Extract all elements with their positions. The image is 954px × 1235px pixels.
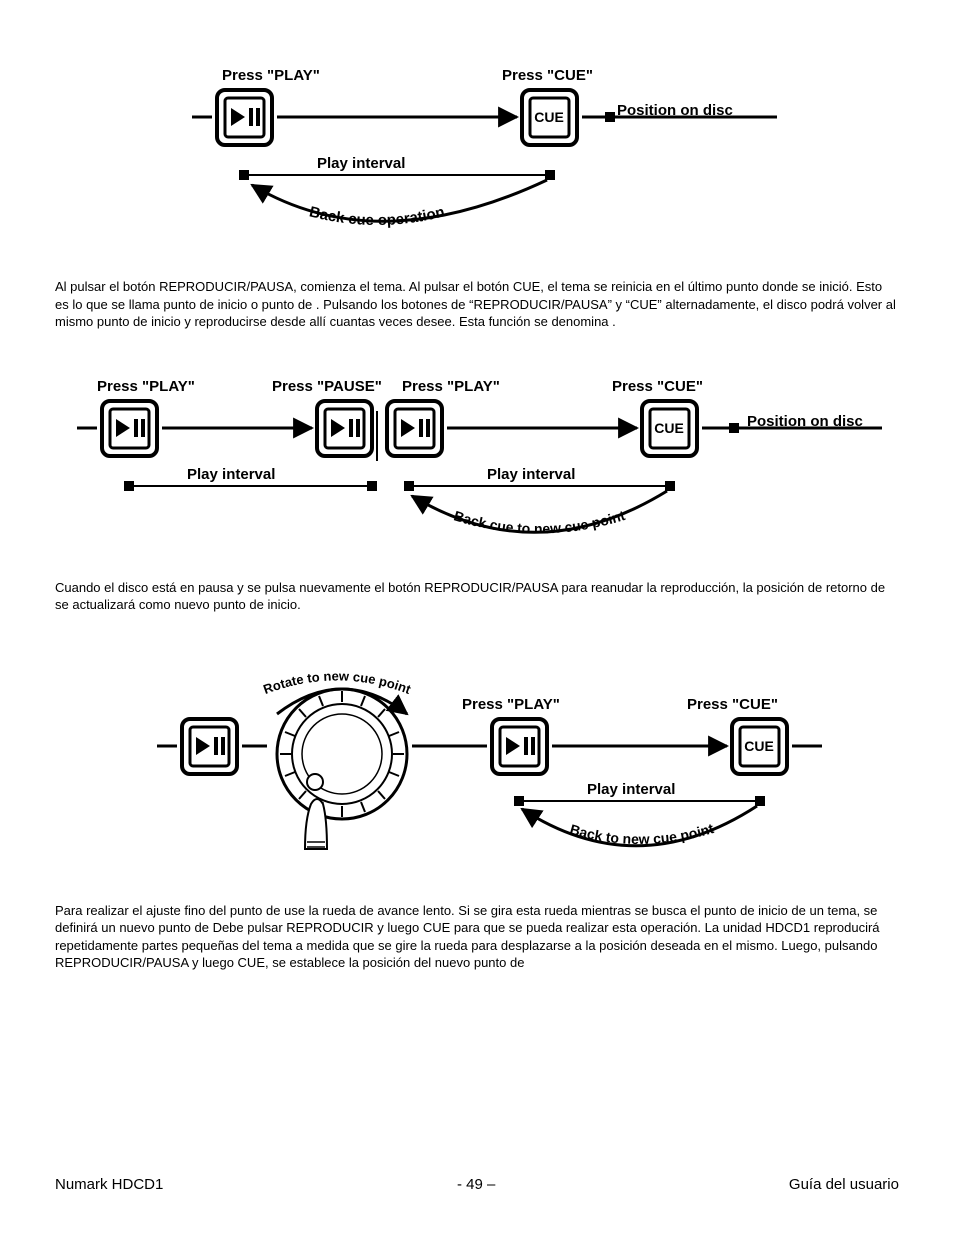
label-press-cue: Press "CUE" (502, 67, 593, 84)
label-press-pause: Press "PAUSE" (272, 378, 382, 395)
svg-text:CUE: CUE (744, 738, 774, 754)
label-play-interval: Play interval (317, 155, 405, 172)
label-press-play: Press "PLAY" (97, 378, 195, 395)
label-play-interval: Play interval (187, 466, 275, 483)
svg-text:CUE: CUE (654, 420, 684, 436)
footer: Numark HDCD1 - 49 – Guía del usuario (55, 1175, 899, 1195)
pause-button-icon (317, 401, 372, 456)
label-play-interval: Play interval (487, 466, 575, 483)
label-back-to-new: Back to new cue point (568, 820, 716, 847)
play-button-icon (387, 401, 442, 456)
cue-button-icon: CUE (732, 719, 787, 774)
svg-text:CUE: CUE (534, 109, 564, 125)
label-back-cue-new: Back cue to new cue point (452, 507, 627, 537)
label-play-interval: Play interval (587, 781, 675, 798)
diagram-basic-cue: Press "PLAY" Press "CUE" Position on dis… (157, 60, 797, 260)
diagram-new-cue-point: Press "PLAY" Press "PAUSE" Press "PLAY" … (67, 371, 887, 561)
cue-button-icon: CUE (522, 90, 577, 145)
label-press-play: Press "PLAY" (462, 696, 560, 713)
label-press-play: Press "PLAY" (222, 67, 320, 84)
footer-right: Guía del usuario (789, 1175, 899, 1195)
jog-wheel-icon (277, 689, 407, 849)
paragraph-1: Al pulsar el botón REPRODUCIR/PAUSA, com… (55, 278, 899, 331)
cue-button-icon: CUE (642, 401, 697, 456)
label-press-cue: Press "CUE" (687, 696, 778, 713)
play-button-icon (492, 719, 547, 774)
paragraph-3: Para realizar el ajuste fino del punto d… (55, 902, 899, 972)
paragraph-2: Cuando el disco está en pausa y se pulsa… (55, 579, 899, 614)
play-button-icon (102, 401, 157, 456)
label-back-cue-operation: Back cue operation (308, 203, 447, 229)
diagram-jog-wheel-cue: Rotate to new cue point Press "PLAY" Pre… (127, 654, 827, 884)
label-press-cue: Press "CUE" (612, 378, 703, 395)
footer-left: Numark HDCD1 (55, 1175, 163, 1195)
play-button-icon (217, 90, 272, 145)
footer-center: - 49 – (457, 1175, 495, 1195)
label-press-play: Press "PLAY" (402, 378, 500, 395)
play-button-icon (182, 719, 237, 774)
